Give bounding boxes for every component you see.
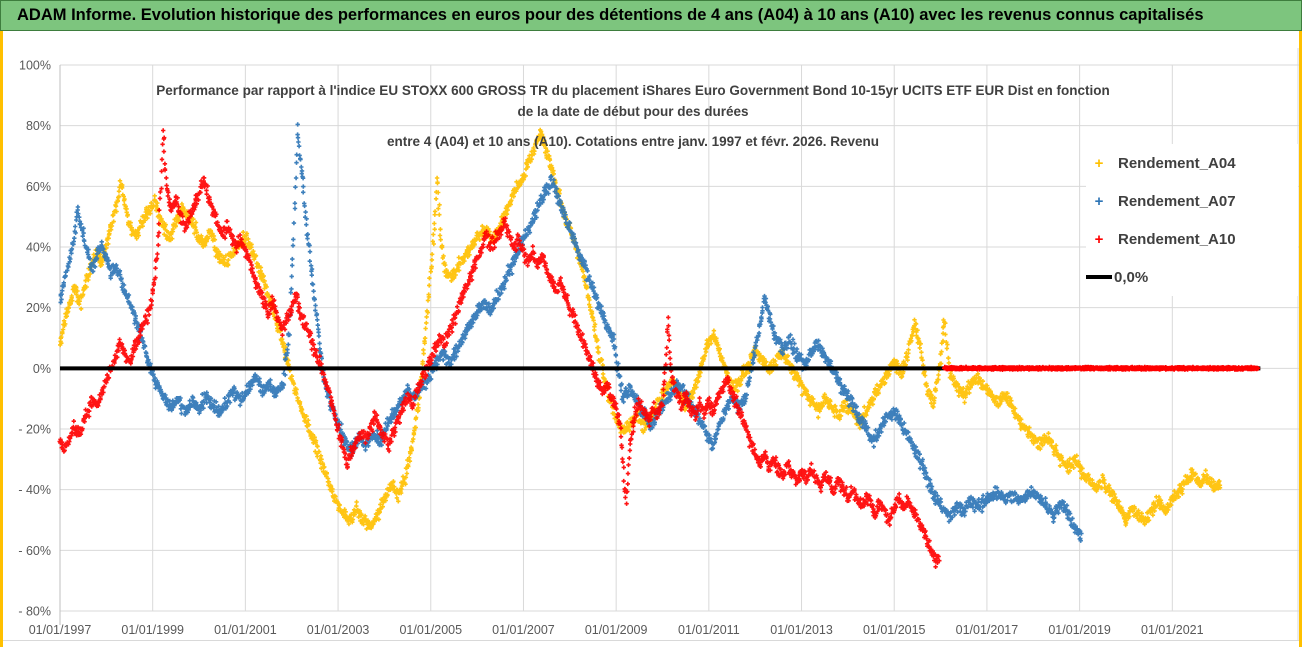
svg-text:60%: 60% <box>26 180 51 194</box>
svg-text:01/01/2017: 01/01/2017 <box>956 623 1019 637</box>
legend-label: Rendement_A04 <box>1118 154 1236 172</box>
legend-label: Rendement_A10 <box>1118 230 1236 248</box>
legend-item-rendement-a07: + Rendement_A07 <box>1086 182 1298 220</box>
svg-text:- 60%: - 60% <box>18 544 51 558</box>
svg-text:01/01/2019: 01/01/2019 <box>1048 623 1111 637</box>
chart-area: 100% 80% 60% 40% 20% 0% - 20% - 40% - 60% - 80% 01… <box>3 31 1299 650</box>
svg-text:20%: 20% <box>26 301 51 315</box>
svg-text:100%: 100% <box>19 59 51 73</box>
zero-line-icon <box>1086 275 1112 279</box>
report-title-bar: ADAM Informe. Evolution historique des p… <box>0 0 1302 31</box>
svg-text:01/01/2013: 01/01/2013 <box>770 623 833 637</box>
svg-text:01/01/2001: 01/01/2001 <box>214 623 277 637</box>
plus-marker-icon: + <box>1094 192 1104 210</box>
svg-text:- 40%: - 40% <box>18 483 51 497</box>
legend-item-zero-line: 0,0% <box>1086 258 1298 296</box>
svg-text:01/01/1999: 01/01/1999 <box>121 623 184 637</box>
performance-scatter-plot: 100% 80% 60% 40% 20% 0% - 20% - 40% - 60% - 80% 01… <box>3 48 1299 641</box>
chart-title-line2: de la date de début pour des durées <box>517 103 749 119</box>
chart-title: Performance par rapport à l'indice EU ST… <box>43 81 1223 153</box>
chart-title-line1: Performance par rapport à l'indice EU ST… <box>156 83 1110 98</box>
chart-title-line3: entre 4 (A04) et 10 ans (A10). Cotations… <box>387 133 879 149</box>
svg-text:01/01/2003: 01/01/2003 <box>307 623 370 637</box>
plus-marker-icon: + <box>1094 230 1104 248</box>
legend-label: 0,0% <box>1114 268 1149 286</box>
svg-text:- 20%: - 20% <box>18 423 51 437</box>
svg-text:01/01/1997: 01/01/1997 <box>29 623 92 637</box>
plus-marker-icon: + <box>1094 154 1104 172</box>
legend-item-rendement-a04: + Rendement_A04 <box>1086 144 1298 182</box>
svg-text:01/01/2009: 01/01/2009 <box>585 623 648 637</box>
svg-text:40%: 40% <box>26 241 51 255</box>
svg-text:- 80%: - 80% <box>18 605 51 619</box>
svg-text:01/01/2011: 01/01/2011 <box>678 623 740 637</box>
svg-text:01/01/2005: 01/01/2005 <box>399 623 462 637</box>
chart-legend: + Rendement_A04 + Rendement_A07 + Rendem… <box>1086 144 1298 296</box>
svg-text:01/01/2021: 01/01/2021 <box>1141 623 1204 637</box>
svg-text:01/01/2015: 01/01/2015 <box>863 623 926 637</box>
svg-text:0%: 0% <box>33 362 51 376</box>
svg-text:80%: 80% <box>26 119 51 133</box>
svg-text:01/01/2007: 01/01/2007 <box>492 623 555 637</box>
report-title-text: ADAM Informe. Evolution historique des p… <box>17 6 1204 24</box>
legend-label: Rendement_A07 <box>1118 192 1236 210</box>
legend-item-rendement-a10: + Rendement_A10 <box>1086 220 1298 258</box>
